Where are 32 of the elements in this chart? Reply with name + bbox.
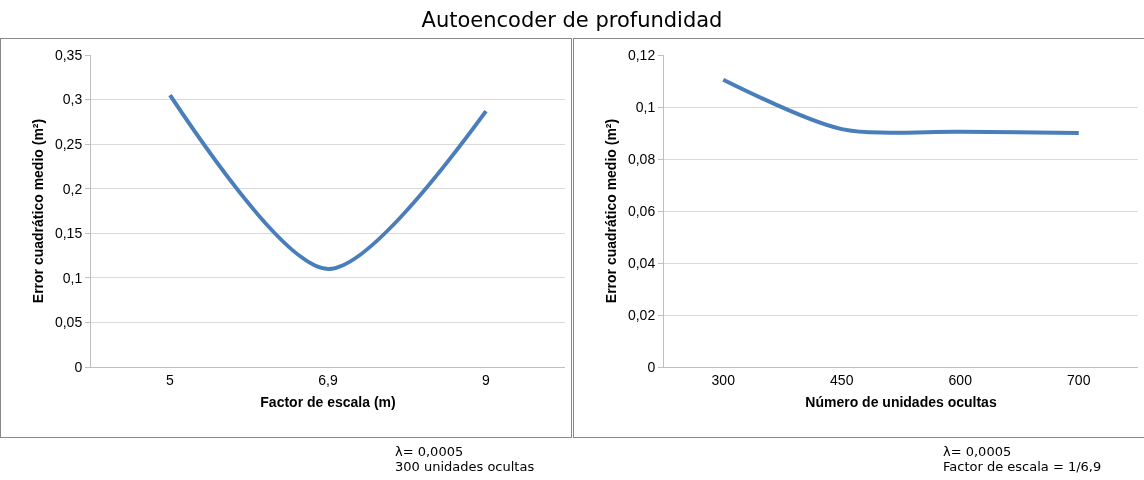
y-tick-label: 0,35 xyxy=(54,46,83,63)
y-tick-label: 0 xyxy=(647,358,656,375)
x-axis-title: Factor de escala (m) xyxy=(260,394,396,411)
chart-title: Autoencoder de profundidad xyxy=(420,8,724,32)
y-axis-title: Error cuadrático medio (m²) xyxy=(602,118,619,304)
x-tick-label: 6,9 xyxy=(318,371,338,388)
x-tick-label: 700 xyxy=(1067,371,1091,388)
x-tick-label: 9 xyxy=(482,371,491,388)
x-tick-label: 300 xyxy=(711,371,736,388)
y-tick-label: 0,3 xyxy=(62,91,83,108)
y-tick-label: 0,06 xyxy=(627,202,656,219)
y-tick-label: 0,12 xyxy=(627,46,656,63)
y-tick-label: 0,04 xyxy=(627,254,656,271)
x-tick-label: 600 xyxy=(948,371,973,388)
y-axis-title: Error cuadrático medio (m²) xyxy=(29,118,46,304)
y-tick-label: 0,15 xyxy=(54,225,83,242)
y-tick-label: 0 xyxy=(74,358,83,375)
y-tick-label: 0,05 xyxy=(54,314,83,331)
y-tick-label: 0,1 xyxy=(635,98,656,115)
text: Factor de escala = 1/6,9 xyxy=(943,459,1102,474)
text: λ= 0,0005 xyxy=(395,444,464,459)
x-axis-title: Número de unidades ocultas xyxy=(805,394,997,411)
y-tick-label: 0,1 xyxy=(62,269,83,286)
text: 300 unidades ocultas xyxy=(395,459,535,474)
y-tick-label: 0,2 xyxy=(62,180,83,197)
y-tick-label: 0,02 xyxy=(627,306,656,323)
y-tick-label: 0,08 xyxy=(627,150,656,167)
x-tick-label: 5 xyxy=(166,371,175,388)
text: λ= 0,0005 xyxy=(943,444,1012,459)
x-tick-label: 450 xyxy=(830,371,854,388)
line-series xyxy=(721,77,1081,135)
y-tick-label: 0,25 xyxy=(54,136,83,153)
